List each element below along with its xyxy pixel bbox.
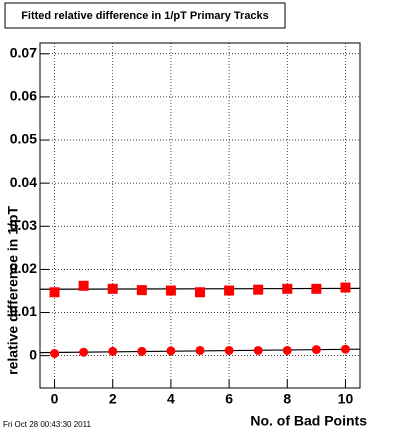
square-marker	[282, 283, 293, 294]
square-marker	[311, 283, 322, 294]
circle-marker	[340, 344, 350, 354]
circle-marker	[50, 349, 60, 358]
x-tick-label: 8	[283, 391, 291, 407]
y-tick-label: 0.02	[10, 260, 37, 276]
x-tick-label: 0	[51, 391, 59, 407]
square-marker	[107, 283, 118, 294]
x-tick-label: 4	[167, 391, 175, 407]
square-marker	[136, 285, 147, 296]
circle-marker	[79, 347, 89, 357]
circle-marker	[166, 346, 176, 356]
y-tick-label: 0.07	[10, 44, 37, 60]
chart-title: Fitted relative difference in 1/pT Prima…	[21, 10, 269, 22]
square-marker	[78, 280, 89, 291]
circle-marker	[311, 345, 321, 355]
y-axis-label: relative difference in 1/pT	[5, 206, 21, 375]
x-tick-label: 6	[225, 391, 233, 407]
circle-marker	[253, 345, 263, 355]
y-tick-label: 0	[29, 346, 37, 362]
timestamp: Fri Oct 28 00:43:30 2011	[3, 420, 91, 429]
x-tick-label: 10	[338, 391, 354, 407]
y-tick-label: 0.04	[10, 174, 37, 190]
square-marker	[253, 284, 264, 295]
y-tick-label: 0.03	[10, 217, 37, 233]
circle-marker	[195, 345, 205, 355]
square-marker	[49, 287, 60, 298]
title-box	[4, 2, 286, 29]
x-tick-label: 2	[109, 391, 117, 407]
circle-marker	[108, 346, 118, 356]
x-axis-label: No. of Bad Points	[250, 413, 367, 429]
square-marker	[165, 285, 176, 296]
plot-frame	[39, 42, 361, 389]
circle-marker	[224, 345, 234, 355]
y-tick-label: 0.01	[10, 303, 37, 319]
circle-marker	[282, 345, 292, 355]
square-marker	[224, 285, 235, 296]
circle-marker	[137, 346, 147, 356]
y-tick-label: 0.05	[10, 131, 37, 147]
square-marker	[195, 287, 205, 298]
y-tick-label: 0.06	[10, 88, 37, 104]
square-marker	[340, 282, 351, 293]
